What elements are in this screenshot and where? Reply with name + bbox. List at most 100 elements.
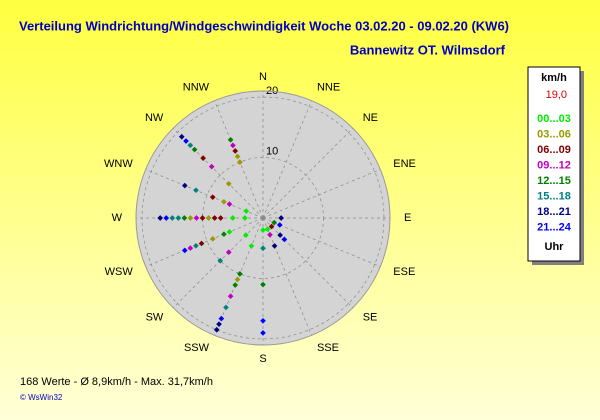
point bbox=[243, 208, 250, 214]
legend-footer: Uhr bbox=[545, 241, 565, 253]
point bbox=[191, 146, 198, 153]
point bbox=[230, 142, 236, 149]
point bbox=[211, 215, 218, 221]
point bbox=[199, 215, 206, 221]
point bbox=[271, 243, 278, 249]
direction-label: NNE bbox=[317, 82, 340, 94]
point bbox=[232, 282, 239, 288]
point bbox=[218, 315, 225, 322]
direction-label: WNW bbox=[104, 158, 133, 170]
point bbox=[193, 187, 199, 194]
point bbox=[217, 215, 224, 221]
legend-entry: 00...03 bbox=[537, 113, 571, 125]
polar-border bbox=[135, 90, 391, 346]
legend-box bbox=[527, 66, 581, 262]
point bbox=[264, 226, 271, 233]
point bbox=[225, 249, 232, 256]
point bbox=[183, 138, 189, 144]
point bbox=[193, 242, 199, 249]
point bbox=[221, 231, 227, 238]
legend-entry: 21...24 bbox=[537, 221, 572, 233]
copyright: © WsWin32 bbox=[20, 393, 63, 402]
point bbox=[187, 215, 194, 221]
chart-title: Verteilung Windrichtung/Windgeschwindigk… bbox=[19, 18, 509, 33]
legend-entry: 15...18 bbox=[537, 190, 571, 202]
direction-label: SSE bbox=[317, 342, 339, 354]
point bbox=[276, 222, 283, 228]
direction-label: NNW bbox=[183, 82, 210, 94]
legend-entry: 03...06 bbox=[537, 128, 571, 140]
point bbox=[277, 232, 283, 238]
point bbox=[193, 215, 200, 221]
point bbox=[208, 163, 215, 170]
point bbox=[226, 229, 233, 235]
point bbox=[248, 243, 255, 249]
point bbox=[209, 194, 216, 200]
point bbox=[181, 247, 188, 254]
point bbox=[268, 223, 275, 230]
point bbox=[260, 317, 266, 324]
point bbox=[271, 219, 278, 226]
point bbox=[181, 182, 188, 189]
direction-label: ESE bbox=[393, 266, 415, 278]
point bbox=[260, 281, 266, 288]
direction-label: NW bbox=[145, 112, 164, 124]
point bbox=[242, 215, 248, 221]
legend-value: 19,0 bbox=[546, 89, 567, 101]
point bbox=[227, 136, 234, 143]
grid-ring bbox=[141, 96, 385, 340]
point bbox=[234, 276, 241, 283]
point bbox=[209, 236, 216, 242]
point bbox=[267, 231, 273, 238]
point bbox=[225, 180, 232, 187]
legend-entry: 06...09 bbox=[537, 144, 571, 156]
point bbox=[278, 215, 284, 221]
point bbox=[227, 293, 234, 300]
point bbox=[198, 240, 205, 247]
direction-label: SSW bbox=[184, 342, 210, 354]
direction-label: WSW bbox=[105, 266, 134, 278]
grid-ring bbox=[202, 157, 324, 279]
point bbox=[175, 215, 182, 221]
point bbox=[281, 236, 288, 243]
point bbox=[217, 257, 224, 264]
point bbox=[187, 142, 194, 149]
point bbox=[237, 271, 243, 277]
point bbox=[163, 215, 170, 221]
point bbox=[205, 215, 212, 221]
point bbox=[169, 215, 176, 221]
point bbox=[216, 321, 222, 327]
direction-label: W bbox=[112, 212, 123, 224]
direction-label: SE bbox=[363, 312, 378, 324]
point bbox=[237, 159, 243, 165]
footer: 168 Werte - Ø 8,9km/h - Max. 31,7km/h bbox=[20, 376, 213, 388]
point bbox=[243, 232, 249, 238]
chart-subtitle: Bannewitz OT. Wilmsdorf bbox=[350, 42, 506, 57]
point bbox=[178, 133, 185, 140]
point bbox=[200, 155, 206, 161]
point bbox=[260, 245, 266, 252]
point bbox=[260, 330, 266, 336]
point bbox=[229, 215, 236, 221]
direction-label: N bbox=[259, 71, 267, 83]
direction-label: NE bbox=[363, 112, 378, 124]
point bbox=[213, 326, 220, 333]
point bbox=[181, 215, 188, 221]
legend-title: km/h bbox=[541, 72, 567, 84]
point bbox=[226, 201, 233, 207]
point bbox=[157, 215, 164, 221]
legend-entry: 09...12 bbox=[537, 159, 571, 171]
point bbox=[234, 153, 241, 160]
r-tick-label: 10 bbox=[266, 145, 278, 157]
point bbox=[232, 148, 239, 154]
legend-entry: 18...21 bbox=[537, 206, 571, 218]
point bbox=[260, 227, 266, 233]
direction-label: ENE bbox=[393, 158, 416, 170]
point bbox=[223, 304, 229, 311]
legend-entry: 12...15 bbox=[537, 175, 571, 187]
point bbox=[221, 198, 227, 205]
direction-label: E bbox=[404, 212, 411, 224]
direction-label: S bbox=[259, 353, 266, 365]
point bbox=[187, 245, 194, 251]
